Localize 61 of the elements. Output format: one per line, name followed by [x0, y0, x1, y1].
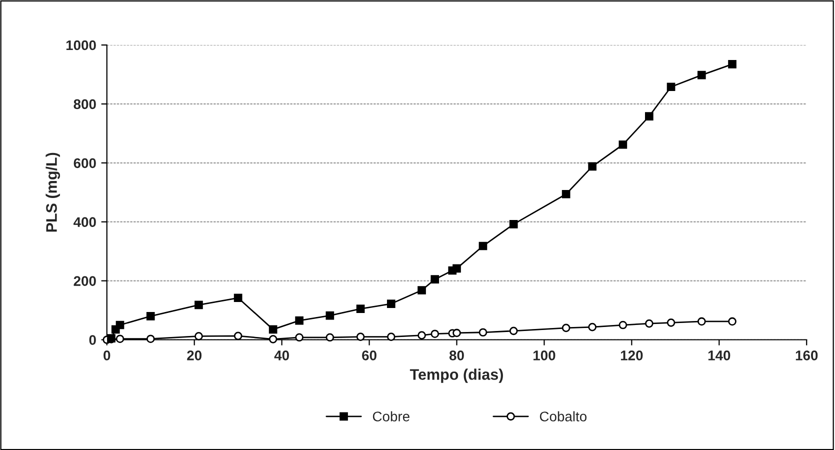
point [234, 294, 242, 302]
point [478, 328, 488, 337]
point [326, 311, 334, 320]
y-tick-label: 400 [74, 217, 96, 228]
point [728, 60, 736, 68]
y-tick-label: 800 [74, 99, 96, 110]
point [588, 162, 596, 171]
point [116, 320, 124, 330]
point [295, 333, 304, 342]
y-tick-label: 600 [74, 158, 96, 168]
point [356, 332, 365, 341]
x-tick-label: 120 [620, 350, 643, 360]
x-axis-title: Tempo (dias) [410, 368, 503, 383]
x-tick-label: 40 [274, 350, 289, 360]
y-tick-label: 1000 [66, 40, 96, 50]
point [697, 317, 706, 326]
point [618, 320, 628, 330]
x-tick-label: 140 [708, 350, 730, 360]
y-tick-label: 0 [89, 335, 96, 345]
point [356, 304, 365, 313]
point [326, 333, 334, 342]
point [509, 326, 518, 336]
x-tick-label: 20 [187, 350, 202, 360]
point [666, 82, 676, 92]
point [452, 328, 461, 338]
point [295, 316, 304, 325]
point [234, 332, 242, 340]
point [509, 220, 518, 228]
point [194, 332, 203, 340]
point [452, 264, 461, 273]
point [728, 317, 736, 326]
point [645, 319, 654, 328]
point [146, 334, 155, 344]
point [418, 331, 426, 340]
point [430, 275, 440, 284]
point [268, 334, 278, 344]
point [418, 286, 426, 294]
point [562, 190, 570, 198]
x-tick-label: 60 [362, 350, 376, 360]
point [116, 334, 124, 344]
point [697, 70, 706, 80]
point [666, 318, 676, 327]
point [386, 332, 396, 341]
x-tick-label: 160 [796, 350, 818, 360]
point [146, 312, 155, 320]
y-tick-label: 200 [74, 276, 96, 286]
point [645, 112, 654, 120]
point [588, 322, 596, 332]
point [268, 325, 278, 334]
point [386, 300, 396, 308]
point [194, 300, 203, 310]
y-axis-title: PLS (mg/L) [46, 152, 60, 232]
point [430, 330, 440, 338]
x-tick-label: 80 [449, 350, 464, 360]
x-tick-label: 100 [534, 350, 556, 360]
x-tick-label: 0 [104, 350, 110, 360]
legend-label: Cobre [372, 411, 410, 422]
point [478, 242, 488, 250]
point [562, 324, 570, 332]
legend-label: Cobalto [540, 411, 587, 422]
point [618, 140, 628, 149]
